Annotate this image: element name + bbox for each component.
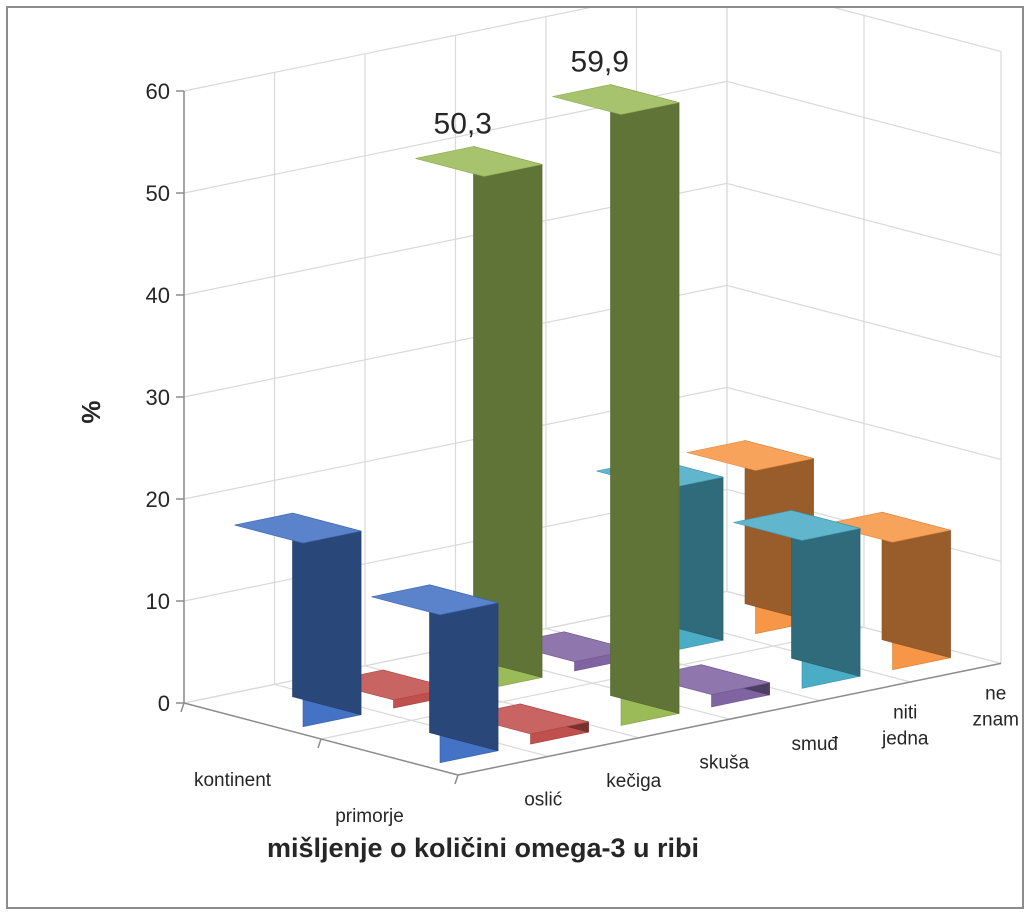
y-tick-label: 40 bbox=[146, 283, 170, 308]
bar bbox=[733, 510, 861, 689]
series-axis-label-line: smuđ bbox=[792, 734, 839, 755]
bar-side-face bbox=[610, 84, 680, 714]
y-tick-label: 30 bbox=[146, 385, 170, 410]
chart-frame: 0 10 20 30 40 50 60 50,3 59,9 kontinent primorje o… bbox=[6, 6, 1024, 909]
bar bbox=[234, 512, 362, 728]
bar bbox=[552, 84, 680, 726]
bar bbox=[415, 146, 543, 690]
bar-top-face bbox=[552, 84, 680, 115]
bar-top-face bbox=[733, 510, 861, 541]
chart-svg: 0 10 20 30 40 50 60 50,3 59,9 kontinent primorje o… bbox=[76, 8, 1019, 863]
x-axis-title: mišljenje o količini omega-3 u ribi bbox=[267, 833, 699, 863]
label-layer: 50,3 59,9 kontinent primorje oslić kečiga skuš… bbox=[194, 46, 1019, 827]
bar bbox=[823, 511, 951, 671]
category-label: kontinent bbox=[194, 770, 272, 791]
y-tick-label: 20 bbox=[146, 487, 170, 512]
axis-layer: 0 10 20 30 40 50 60 bbox=[146, 79, 1002, 785]
bar-top-face bbox=[371, 584, 499, 616]
y-tick-label: 50 bbox=[146, 181, 170, 206]
series-axis-line bbox=[457, 662, 1002, 776]
series-axis-label: skuša bbox=[699, 753, 749, 774]
series-axis-label: kečiga bbox=[606, 771, 661, 792]
x-tick-mark bbox=[454, 774, 459, 785]
y-tick-label: 10 bbox=[146, 589, 170, 614]
series-axis-label-line: znam bbox=[973, 710, 1019, 731]
y-axis-title: % bbox=[76, 400, 106, 423]
bar-top-face bbox=[823, 511, 951, 543]
series-axis-label: ne znam bbox=[973, 684, 1019, 731]
series-axis-label-line: ne bbox=[985, 684, 1006, 705]
data-label: 59,9 bbox=[571, 46, 629, 79]
series-axis-label-line: oslić bbox=[524, 790, 562, 811]
floor-gridline bbox=[320, 626, 865, 740]
x-tick-mark bbox=[180, 702, 185, 713]
series-axis-label: oslić bbox=[524, 790, 562, 811]
bar-top-face bbox=[234, 512, 362, 544]
x-tick-mark bbox=[317, 738, 322, 749]
category-label: primorje bbox=[335, 806, 404, 827]
series-axis-label-line: niti bbox=[893, 702, 917, 723]
bar-layer bbox=[234, 84, 951, 764]
bar-top-face bbox=[686, 440, 814, 471]
series-axis-label-line: jedna bbox=[881, 728, 929, 749]
series-axis-label-line: kečiga bbox=[606, 771, 661, 792]
series-axis-label: smuđ bbox=[792, 734, 839, 755]
bar bbox=[371, 584, 499, 764]
y-tick-label: 0 bbox=[158, 691, 170, 716]
y-tick-label: 60 bbox=[146, 79, 170, 104]
series-axis-label-line: skuša bbox=[699, 753, 749, 774]
data-label: 50,3 bbox=[434, 107, 492, 140]
series-axis-label: niti jedna bbox=[881, 702, 929, 749]
bar-top-face bbox=[415, 146, 543, 177]
bar-side-face bbox=[473, 146, 543, 678]
